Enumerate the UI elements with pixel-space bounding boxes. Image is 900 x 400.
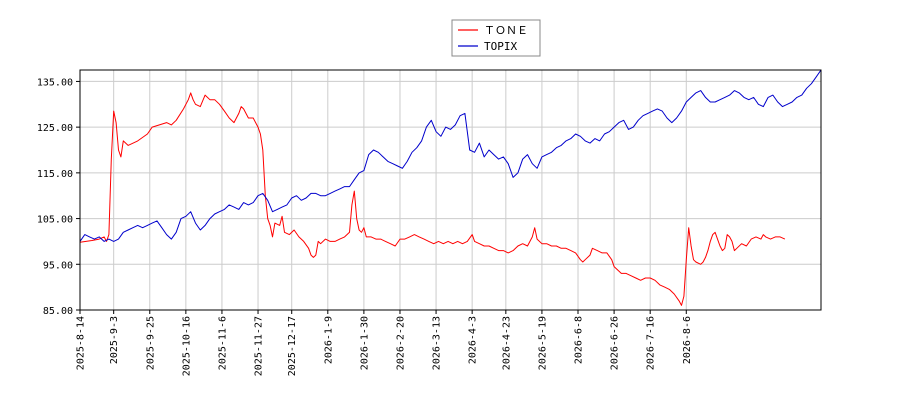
legend-label-tone: ＴＯＮＥ <box>484 24 528 37</box>
plot-frame <box>79 69 822 311</box>
x-tick-label: 2025-8-14 <box>76 316 87 370</box>
y-axis: 135.00 125.00 115.00 105.00 95.00 85.00 <box>37 77 80 317</box>
legend: ＴＯＮＥ TOPIX <box>451 19 541 57</box>
legend-label-topix: TOPIX <box>484 40 517 53</box>
y-tick-label: 115.00 <box>37 169 73 180</box>
y-tick-label: 85.00 <box>43 306 73 317</box>
y-tick-label: 105.00 <box>37 215 73 226</box>
x-axis: 2025-8-14 2025-9-3 2025-9-25 2025-10-16 2025… <box>76 310 693 376</box>
x-tick-label: 2026-4-3 <box>468 316 479 364</box>
series-line-topix <box>79 69 822 242</box>
x-tick-label: 2025-10-16 <box>181 316 192 376</box>
y-tick-label: 95.00 <box>43 260 73 271</box>
x-tick-label: 2026-1-30 <box>359 316 370 370</box>
series-layer <box>79 69 822 306</box>
x-tick-label: 2026-6-8 <box>574 316 585 364</box>
x-tick-label: 2025-11-6 <box>217 316 228 370</box>
x-tick-label: 2025-11-27 <box>254 316 265 376</box>
x-tick-label: 2026-6-26 <box>610 316 621 370</box>
x-tick-label: 2025-9-25 <box>145 316 156 370</box>
x-tick-label: 2026-2-20 <box>395 316 406 370</box>
x-tick-label: 2025-12-17 <box>287 316 298 376</box>
x-tick-label: 2026-7-16 <box>646 316 657 370</box>
x-tick-label: 2026-5-19 <box>537 316 548 370</box>
y-tick-label: 135.00 <box>37 77 73 88</box>
x-tick-label: 2025-9-3 <box>109 316 120 364</box>
series-line-tone <box>79 92 786 306</box>
x-tick-label: 2026-8-6 <box>682 316 693 364</box>
y-tick-label: 125.00 <box>37 123 73 134</box>
grid <box>79 70 821 311</box>
x-tick-label: 2026-3-13 <box>432 316 443 370</box>
x-tick-label: 2026-1-9 <box>323 316 334 364</box>
legend-box <box>451 19 541 57</box>
x-tick-label: 2026-4-23 <box>501 316 512 370</box>
